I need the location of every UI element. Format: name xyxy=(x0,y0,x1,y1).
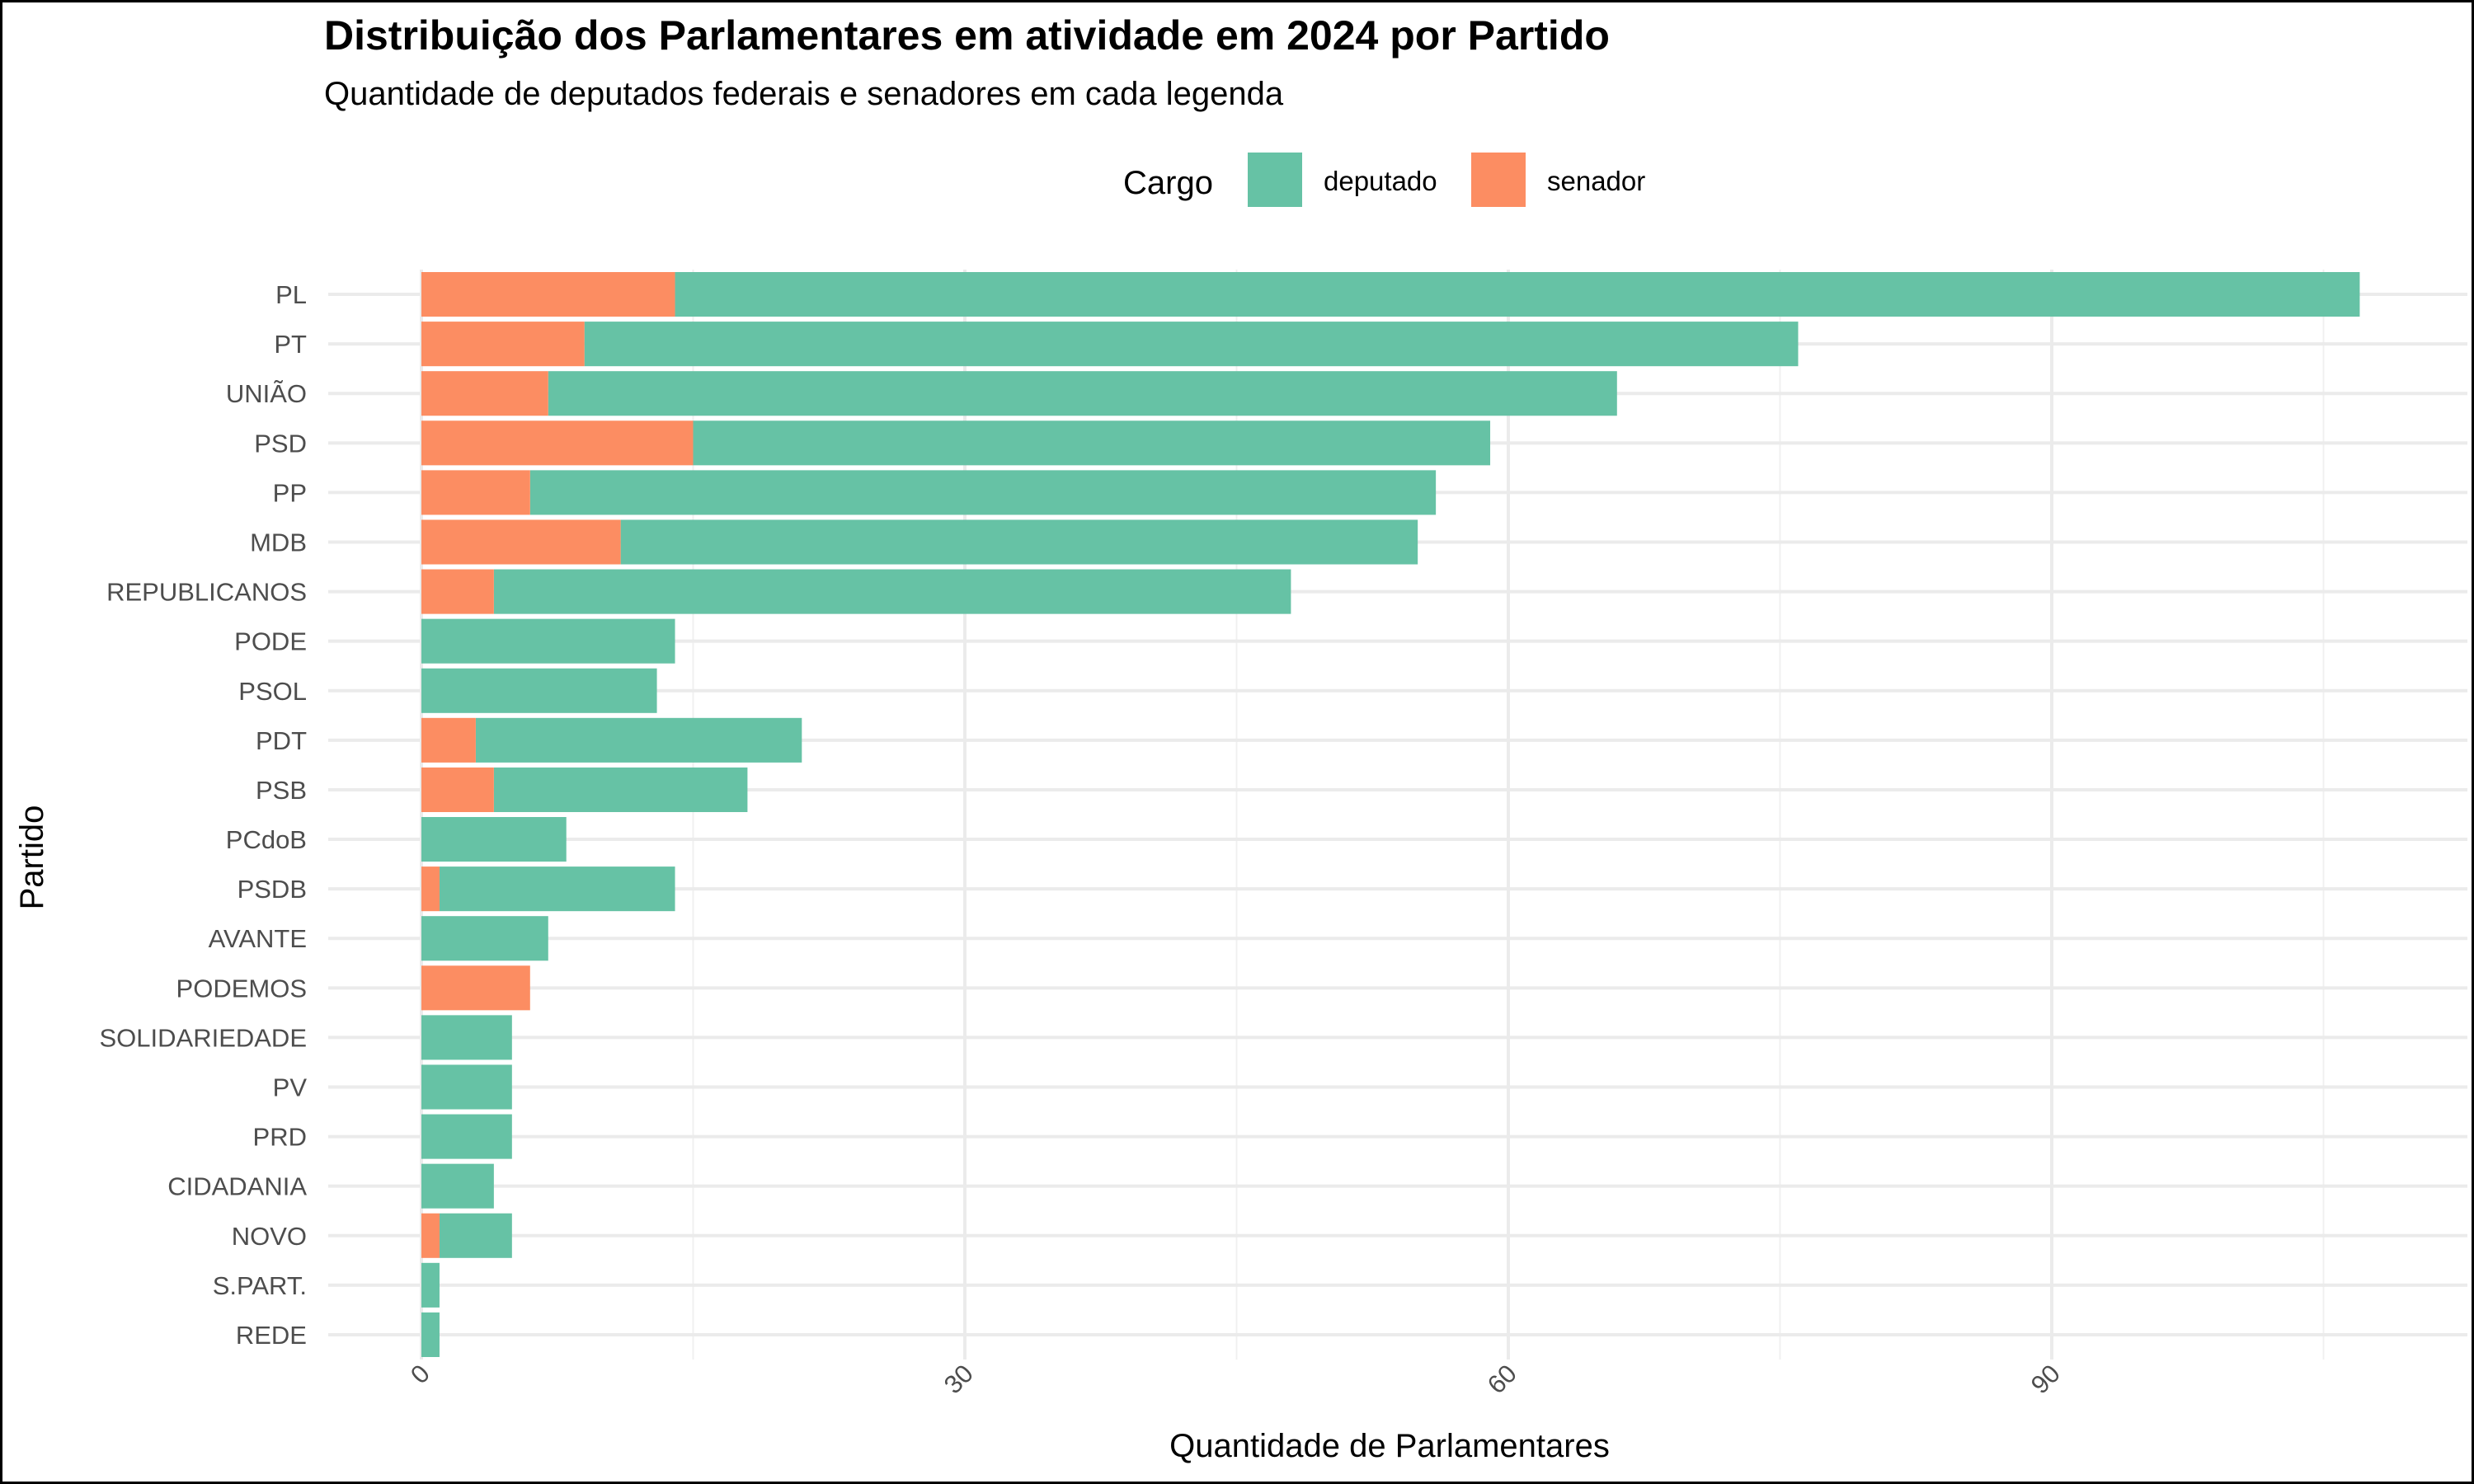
bar-pl-deputado xyxy=(675,272,2360,317)
bar-cidadania-deputado xyxy=(421,1163,494,1209)
legend-key-senador xyxy=(1471,153,1526,207)
y-axis-labels: PL PT UNIÃO PSD PP MDB REPUBLICANOS PODE PSOL PDT… xyxy=(99,280,307,1350)
y-tick-label-uniao: UNIÃO xyxy=(226,379,307,408)
bar-pcdob-deputado xyxy=(421,817,567,862)
y-tick-label-solidariedade: SOLIDARIEDADE xyxy=(99,1023,307,1052)
bar-psdb-senador xyxy=(421,866,440,912)
y-tick-label-pv: PV xyxy=(273,1073,308,1102)
y-axis-title: Partido xyxy=(14,805,50,910)
bar-pp-deputado xyxy=(529,470,1437,515)
bar-psb-senador xyxy=(421,767,494,812)
bar-podemos-senador xyxy=(421,965,530,1011)
bar-pt-senador xyxy=(421,322,585,367)
legend-label-senador: senador xyxy=(1547,166,1645,196)
y-tick-label-pcdob: PCdoB xyxy=(226,825,307,854)
y-tick-label-psd: PSD xyxy=(254,429,307,458)
bar-pt-deputado xyxy=(584,322,1799,367)
legend: Cargo deputado senador xyxy=(1123,153,1645,207)
y-tick-label-mdb: MDB xyxy=(250,528,307,557)
y-tick-label-psdb: PSDB xyxy=(238,875,307,904)
y-tick-label-s-part: S.PART. xyxy=(213,1271,307,1300)
bar-rede-deputado xyxy=(421,1312,440,1357)
y-tick-label-pdt: PDT xyxy=(256,726,307,755)
y-tick-label-psol: PSOL xyxy=(238,677,307,706)
y-tick-label-prd: PRD xyxy=(253,1123,307,1152)
bar-s-part-deputado xyxy=(421,1262,440,1308)
bar-mdb-deputado xyxy=(620,519,1418,565)
bar-avante-deputado xyxy=(421,916,548,961)
legend-label-deputado: deputado xyxy=(1324,166,1437,196)
bar-solidariedade-deputado xyxy=(421,1015,512,1060)
x-axis-title: Quantidade de Parlamentares xyxy=(1169,1428,1610,1464)
bar-pl-senador xyxy=(421,272,675,317)
y-tick-label-cidadania: CIDADANIA xyxy=(167,1172,307,1201)
y-tick-label-pp: PP xyxy=(273,478,307,507)
legend-title: Cargo xyxy=(1123,165,1213,201)
bar-pv-deputado xyxy=(421,1064,512,1110)
bar-psd-senador xyxy=(421,420,694,466)
y-tick-label-pode: PODE xyxy=(234,627,307,656)
bar-uniao-senador xyxy=(421,371,548,416)
bar-pdt-senador xyxy=(421,717,476,763)
bar-psol-deputado xyxy=(421,668,657,713)
bar-pp-senador xyxy=(421,470,530,515)
bar-psd-deputado xyxy=(693,420,1491,466)
legend-key-deputado xyxy=(1248,153,1302,207)
bar-pdt-deputado xyxy=(475,717,802,763)
bar-prd-deputado xyxy=(421,1114,512,1159)
y-tick-label-podemos: PODEMOS xyxy=(176,974,307,1003)
y-tick-label-pt: PT xyxy=(274,330,307,359)
y-tick-label-pl: PL xyxy=(275,280,307,309)
y-tick-label-republicanos: REPUBLICANOS xyxy=(106,578,307,607)
bar-republicanos-deputado xyxy=(493,569,1291,614)
y-tick-label-novo: NOVO xyxy=(232,1222,307,1251)
bar-uniao-deputado xyxy=(548,371,1617,416)
bars xyxy=(421,272,2360,1357)
bar-republicanos-senador xyxy=(421,569,494,614)
bar-novo-senador xyxy=(421,1213,440,1258)
chart-subtitle: Quantidade de deputados federais e senad… xyxy=(324,76,1284,112)
bar-psdb-deputado xyxy=(439,866,675,912)
bar-psb-deputado xyxy=(493,767,748,812)
y-tick-label-avante: AVANTE xyxy=(209,924,307,953)
y-tick-label-psb: PSB xyxy=(256,776,307,805)
y-tick-label-rede: REDE xyxy=(236,1321,307,1350)
chart-title: Distribuição dos Parlamentares em ativid… xyxy=(324,12,1610,59)
bar-mdb-senador xyxy=(421,519,621,565)
bar-pode-deputado xyxy=(421,618,675,664)
bar-novo-deputado xyxy=(439,1213,512,1258)
